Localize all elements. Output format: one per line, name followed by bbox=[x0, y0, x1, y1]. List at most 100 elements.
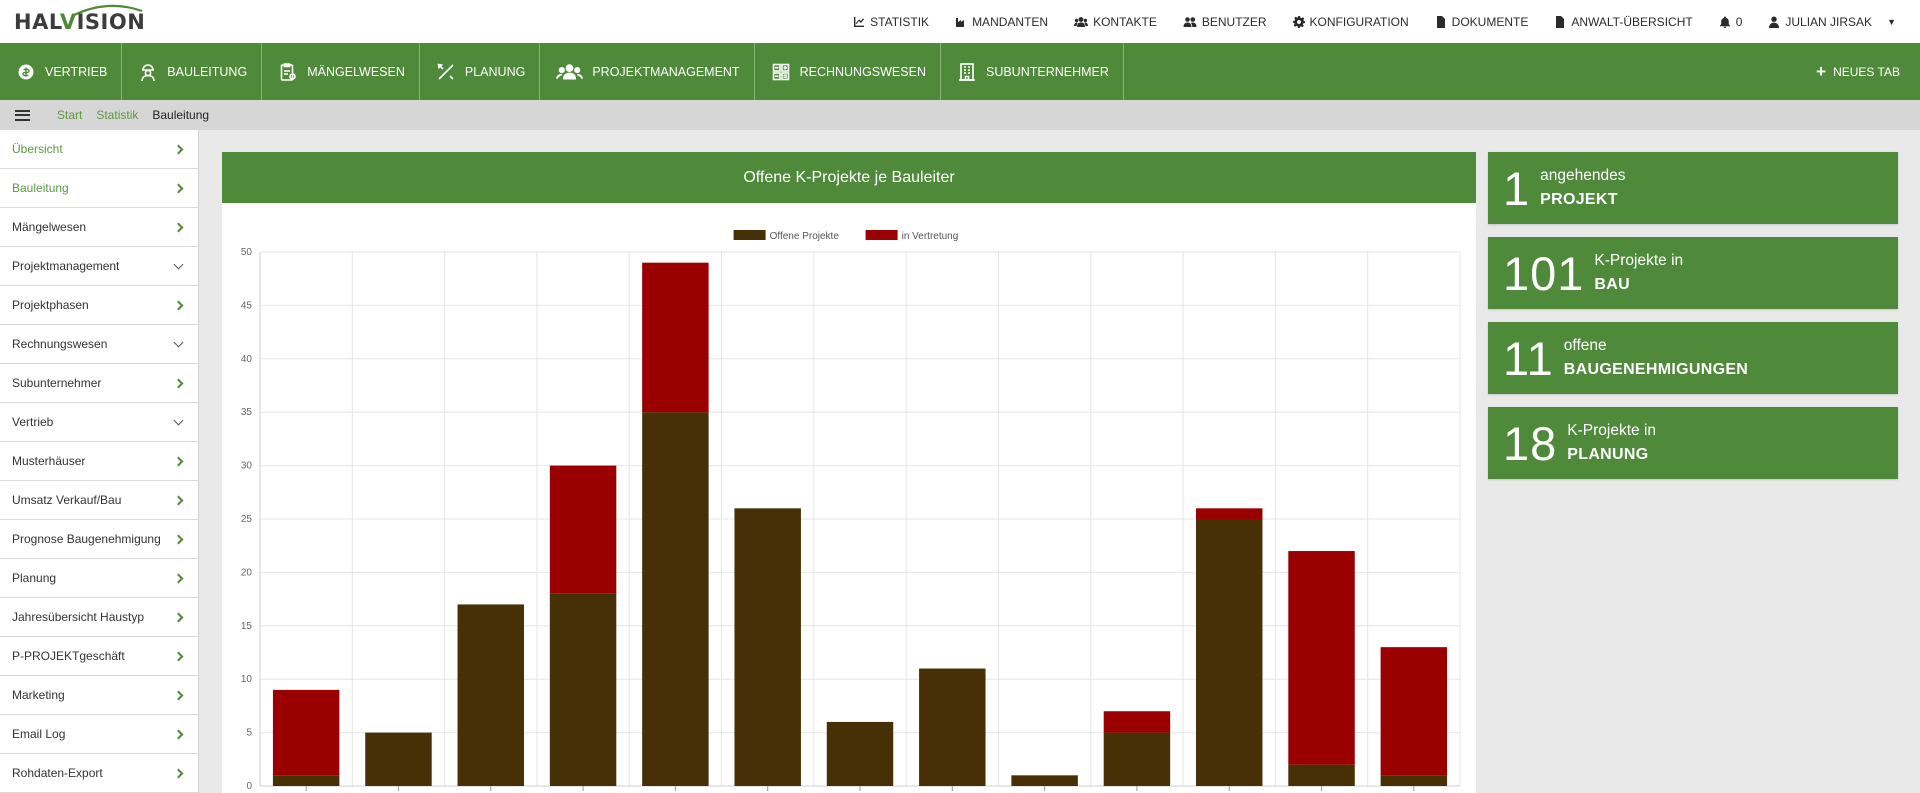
sidebar-item[interactable]: Rechnungswesen bbox=[0, 325, 198, 364]
sidebar-item[interactable]: Musterhäuser bbox=[0, 442, 198, 481]
sidebar-item[interactable]: Subunternehmer bbox=[0, 364, 198, 403]
sidebar-item-label: Übersicht bbox=[12, 142, 63, 156]
stat-card-angehendes-projekt[interactable]: 1 angehendes PROJEKT bbox=[1488, 152, 1898, 224]
chevron-right-icon bbox=[173, 612, 184, 622]
chevron-right-icon bbox=[173, 144, 184, 154]
logo-arc-icon bbox=[73, 4, 143, 16]
module-planung[interactable]: PLANUNG bbox=[420, 43, 541, 100]
sidebar-item[interactable]: Rohdaten-Export bbox=[0, 754, 198, 793]
sidebar-item[interactable]: Mängelwesen bbox=[0, 208, 198, 247]
chevron-down-icon bbox=[173, 415, 184, 425]
y-tick-label: 30 bbox=[241, 461, 253, 472]
sidebar-item[interactable]: Vertrieb bbox=[0, 403, 198, 442]
chevron-right-icon bbox=[173, 534, 184, 544]
topnav-notifications[interactable]: 0 bbox=[1719, 15, 1742, 29]
module-rechnungswesen[interactable]: RECHNUNGSWESEN bbox=[755, 43, 941, 100]
topnav-anwalt-label: ANWALT-ÜBERSICHT bbox=[1571, 14, 1693, 29]
sidebar-item[interactable]: P-PROJEKTgeschäft bbox=[0, 637, 198, 676]
sidebar-item[interactable]: Jahresübersicht Haustyp bbox=[0, 598, 198, 637]
topnav-kontakte[interactable]: KONTAKTE bbox=[1074, 15, 1157, 29]
stat-caption: K-Projekte in bbox=[1567, 422, 1657, 439]
topnav-benutzer[interactable]: BENUTZER bbox=[1183, 15, 1267, 29]
breadcrumb-bar: Start Statistik Bauleitung bbox=[0, 100, 1920, 130]
bar-offene-projekte bbox=[642, 412, 709, 786]
clipboard-icon bbox=[280, 62, 296, 81]
stat-number: 18 bbox=[1503, 416, 1558, 470]
top-navigation: STATISTIK MANDANTEN KONTAKTE BENUTZER KO… bbox=[827, 0, 1896, 43]
stat-number: 11 bbox=[1503, 331, 1554, 385]
calculator-icon bbox=[772, 63, 789, 80]
chevron-right-icon bbox=[173, 768, 184, 778]
stat-number: 1 bbox=[1503, 161, 1531, 215]
breadcrumb-statistik[interactable]: Statistik bbox=[96, 108, 139, 122]
sidebar-item[interactable]: Bauleitung bbox=[0, 169, 198, 208]
y-tick-label: 20 bbox=[241, 567, 253, 578]
module-rechnungswesen-label: RECHNUNGSWESEN bbox=[799, 64, 926, 79]
user-icon bbox=[1769, 16, 1780, 28]
topnav-anwalt-uebersicht[interactable]: ANWALT-ÜBERSICHT bbox=[1554, 14, 1693, 29]
chevron-right-icon bbox=[173, 690, 184, 700]
sidebar-item[interactable]: Email Log bbox=[0, 715, 198, 754]
y-tick-label: 5 bbox=[246, 728, 252, 739]
stat-card-baugenehmigungen[interactable]: 11 offene BAUGENEHMIGUNGEN bbox=[1488, 322, 1898, 394]
module-projektmanagement[interactable]: PROJEKTMANAGEMENT bbox=[540, 43, 755, 100]
file-icon bbox=[1556, 15, 1565, 28]
bar-offene-projekte bbox=[919, 668, 986, 786]
halvision-logo[interactable]: HALVISION bbox=[14, 0, 154, 43]
building-icon bbox=[958, 62, 975, 81]
sidebar-item[interactable]: Übersicht bbox=[0, 130, 198, 169]
module-subunternehmer-label: SUBUNTERNEHMER bbox=[985, 64, 1109, 79]
sidebar-item[interactable]: Planung bbox=[0, 559, 198, 598]
topnav-dokumente[interactable]: DOKUMENTE bbox=[1435, 15, 1528, 29]
worker-icon bbox=[141, 63, 156, 81]
sidebar-item-label: Subunternehmer bbox=[12, 376, 102, 390]
topnav-mandanten[interactable]: MANDANTEN bbox=[955, 15, 1048, 29]
top-header: HALVISION STATISTIK MANDANTEN KONTAKTE B… bbox=[0, 0, 1920, 43]
sidebar-item[interactable]: Projektmanagement bbox=[0, 247, 198, 286]
module-subunternehmer[interactable]: SUBUNTERNEHMER bbox=[941, 43, 1124, 100]
bar-in-vertretung bbox=[1196, 508, 1263, 519]
module-bauleitung[interactable]: BAULEITUNG bbox=[122, 43, 263, 100]
sidebar-item[interactable]: Prognose Baugenehmigung bbox=[0, 520, 198, 559]
stat-card-k-projekte-bau[interactable]: 101 K-Projekte in BAU bbox=[1488, 237, 1898, 309]
y-tick-label: 45 bbox=[241, 300, 253, 311]
coins-icon bbox=[18, 64, 34, 79]
sidebar-item[interactable]: Projektphasen bbox=[0, 286, 198, 325]
sidebar-item-label: P-PROJEKTgeschäft bbox=[12, 649, 125, 663]
gear-icon bbox=[1292, 15, 1305, 28]
user-name: JULIAN JIRSAK bbox=[1785, 14, 1873, 29]
topnav-statistik[interactable]: STATISTIK bbox=[853, 15, 929, 29]
hamburger-menu-icon[interactable] bbox=[15, 109, 30, 121]
module-maengelwesen-label: MÄNGELWESEN bbox=[307, 64, 405, 79]
stat-card-k-projekte-planung[interactable]: 18 K-Projekte in PLANUNG bbox=[1488, 407, 1898, 479]
topnav-user-menu[interactable]: JULIAN JIRSAK ▼ bbox=[1768, 15, 1896, 29]
chevron-right-icon bbox=[173, 651, 184, 661]
sidebar: Übersicht Bauleitung Mängelwesen Projektman… bbox=[0, 130, 199, 793]
bar-offene-projekte bbox=[365, 732, 432, 786]
sidebar-item-label: Projektphasen bbox=[12, 298, 89, 312]
bar-offene-projekte bbox=[549, 593, 617, 786]
team-icon bbox=[556, 63, 584, 80]
module-bauleitung-label: BAULEITUNG bbox=[167, 64, 248, 79]
module-vertrieb[interactable]: VERTRIEB bbox=[0, 43, 123, 100]
module-bar: VERTRIEB BAULEITUNG MÄNGELWESEN PLANUNG … bbox=[0, 43, 1920, 100]
ruler-pencil-icon bbox=[437, 63, 454, 80]
breadcrumb-start[interactable]: Start bbox=[57, 108, 83, 122]
sidebar-item[interactable]: Marketing bbox=[0, 676, 198, 715]
stat-category: BAU bbox=[1594, 276, 1630, 293]
breadcrumb: Start Statistik Bauleitung bbox=[57, 108, 209, 122]
new-tab-button[interactable]: + NEUES TAB bbox=[1816, 43, 1920, 100]
sidebar-item[interactable]: Umsatz Verkauf/Bau bbox=[0, 481, 198, 520]
topnav-konfiguration[interactable]: KONFIGURATION bbox=[1292, 14, 1409, 29]
topnav-konfiguration-label: KONFIGURATION bbox=[1309, 14, 1409, 29]
bar-in-vertretung bbox=[1288, 551, 1355, 765]
bar-offene-projekte bbox=[826, 721, 894, 786]
industry-icon bbox=[956, 17, 965, 27]
module-maengelwesen[interactable]: MÄNGELWESEN bbox=[262, 43, 420, 100]
bar-offene-projekte bbox=[1288, 764, 1355, 786]
chevron-down-icon bbox=[173, 337, 184, 347]
stat-caption: K-Projekte in bbox=[1594, 252, 1684, 269]
chevron-right-icon bbox=[173, 456, 184, 466]
y-tick-label: 25 bbox=[241, 514, 253, 525]
sidebar-item-label: Mängelwesen bbox=[12, 220, 87, 234]
